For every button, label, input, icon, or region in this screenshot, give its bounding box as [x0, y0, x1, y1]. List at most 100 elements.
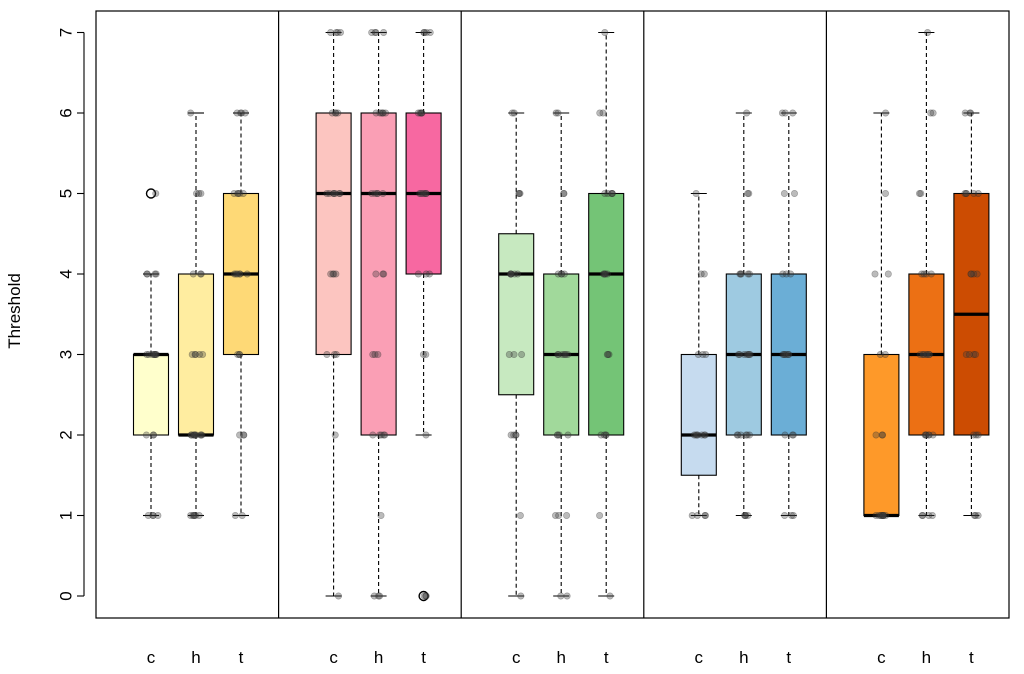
data-point: [330, 350, 338, 358]
data-point: [973, 270, 981, 278]
data-point: [379, 109, 387, 117]
data-point: [517, 592, 525, 600]
data-point: [240, 431, 248, 439]
data-point: [736, 270, 744, 278]
data-point: [332, 109, 340, 117]
y-tick-label: 2: [57, 430, 76, 439]
data-point: [553, 431, 561, 439]
data-point: [925, 431, 933, 439]
data-point: [187, 109, 195, 117]
box-1-t: [222, 112, 260, 517]
data-point: [600, 431, 608, 439]
data-point: [603, 270, 611, 278]
x-tick-label: t: [604, 648, 609, 667]
box-2-t: [405, 31, 442, 602]
data-point: [558, 350, 566, 358]
data-point: [878, 511, 886, 519]
data-point: [149, 511, 157, 519]
box-2-c: [315, 31, 352, 597]
data-point: [563, 511, 571, 519]
data-point: [149, 511, 157, 519]
data-point: [144, 511, 152, 519]
data-point: [790, 190, 798, 198]
data-point: [698, 431, 706, 439]
data-point: [512, 431, 520, 439]
data-point: [917, 190, 925, 198]
box-1-h: [177, 112, 215, 517]
data-point: [922, 270, 930, 278]
data-point: [334, 109, 342, 117]
outlier-point: [418, 590, 429, 602]
box-2-h: [360, 31, 397, 597]
x-tick-label: h: [739, 648, 748, 667]
data-point: [555, 431, 563, 439]
data-point: [332, 350, 340, 358]
data-point: [970, 270, 978, 278]
data-point: [414, 109, 422, 117]
data-point: [372, 28, 380, 36]
data-point: [604, 190, 612, 198]
data-point: [234, 350, 242, 358]
box-5-c: [863, 112, 900, 518]
data-point: [974, 190, 982, 198]
data-point: [601, 28, 609, 36]
data-point: [419, 190, 427, 198]
data-point: [600, 270, 608, 278]
data-point: [744, 270, 752, 278]
data-point: [688, 511, 696, 519]
data-point: [371, 350, 379, 358]
data-point: [734, 350, 742, 358]
y-tick-label: 3: [57, 350, 76, 359]
data-point: [778, 109, 786, 117]
data-point: [781, 431, 789, 439]
data-point: [780, 350, 788, 358]
box-iqr: [498, 233, 535, 396]
data-point: [924, 28, 932, 36]
data-point: [149, 431, 157, 439]
data-point: [418, 109, 426, 117]
data-point: [690, 431, 698, 439]
data-point: [967, 270, 975, 278]
data-point: [923, 350, 931, 358]
data-point: [879, 511, 887, 519]
data-point: [507, 270, 515, 278]
data-point: [422, 270, 430, 278]
data-point: [192, 350, 200, 358]
y-tick-label: 1: [57, 511, 76, 520]
data-point: [961, 190, 969, 198]
x-tick-label: c: [147, 648, 156, 667]
data-point: [234, 270, 242, 278]
data-point: [379, 109, 387, 117]
data-point: [425, 270, 433, 278]
data-point: [507, 270, 515, 278]
data-point: [558, 270, 566, 278]
data-point: [372, 109, 380, 117]
data-point: [422, 431, 430, 439]
data-point: [919, 511, 927, 519]
data-point: [234, 190, 242, 198]
box-iqr: [132, 353, 170, 436]
data-point: [872, 511, 880, 519]
data-point: [507, 431, 515, 439]
y-tick-label: 4: [57, 269, 76, 278]
data-point: [878, 431, 886, 439]
data-point: [369, 431, 377, 439]
data-point: [560, 190, 568, 198]
data-point: [872, 431, 880, 439]
data-point: [743, 109, 751, 117]
x-tick-label: c: [695, 648, 704, 667]
y-axis-label: Threshold: [5, 273, 24, 349]
data-point: [554, 350, 562, 358]
data-point: [877, 511, 885, 519]
data-point: [925, 350, 933, 358]
data-point: [422, 190, 430, 198]
data-point: [969, 431, 977, 439]
data-point: [700, 431, 708, 439]
data-point: [745, 190, 753, 198]
data-point: [608, 190, 616, 198]
data-point: [781, 350, 789, 358]
data-point: [382, 109, 390, 117]
data-point: [962, 190, 970, 198]
x-tick-label: t: [969, 648, 974, 667]
